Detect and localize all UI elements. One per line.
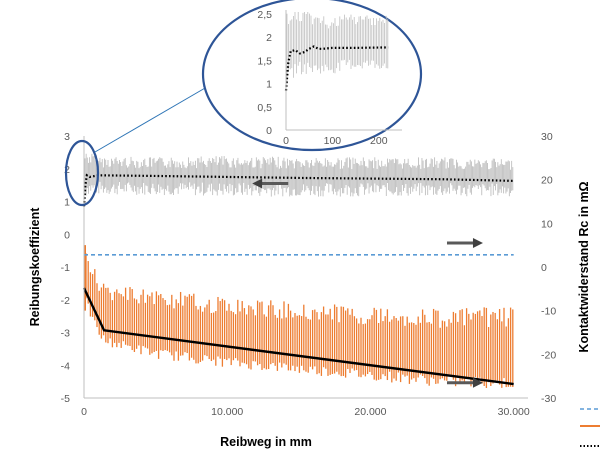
- inset-x-tick-label: 100: [324, 135, 342, 147]
- right-y-tick-label: -10: [541, 306, 556, 318]
- right-y-tick-label: 10: [541, 218, 553, 230]
- left-y-tick-label: -4: [61, 360, 70, 372]
- inset-x-tick-label: 0: [283, 135, 289, 147]
- zoom-source-ellipse: [64, 139, 100, 207]
- zoom-inset-ellipse: [201, 0, 423, 152]
- x-tick-label: 10.000: [211, 406, 243, 418]
- inset-y-tick-label: 0: [266, 125, 272, 137]
- inset-black-dotted-mean-series: [284, 45, 389, 91]
- inset-y-tick-label: 1,5: [257, 55, 272, 67]
- x-tick-label: 20.000: [354, 406, 386, 418]
- left-y-tick-label: -2: [61, 295, 70, 307]
- x-tick-label: 30.000: [498, 406, 530, 418]
- direction-arrow-3-head: [472, 377, 483, 388]
- right-y-tick-label: 0: [541, 262, 547, 274]
- direction-arrows: [252, 178, 483, 388]
- right-axis-title: Kontaktwiderstand Rc in mΩ: [577, 181, 591, 352]
- direction-arrow-2-head: [472, 237, 483, 248]
- left-y-tick-label: 0: [64, 229, 70, 241]
- left-y-tick-label: -5: [61, 393, 70, 405]
- right-y-tick-label: -20: [541, 349, 556, 361]
- zoom-inset-plot: 0 100 200 0 0,5 1 1,5 2 2,5: [257, 9, 402, 147]
- black-dotted-mean-series: [82, 173, 514, 207]
- inset-y-tick-label: 2: [266, 32, 272, 44]
- left-y-tick-label: 3: [64, 131, 70, 143]
- gray-raw-signal-series: [84, 153, 514, 197]
- left-y-tick-label: -3: [61, 328, 70, 340]
- main-plot: 0 10.000 20.000 30.0003210-1-2-3-4-53020100…: [61, 131, 557, 418]
- left-y-tick-label: 1: [64, 197, 70, 209]
- x-axis-title: Reibweg in mm: [220, 435, 312, 449]
- left-axis-title: Reibungskoeffizient: [28, 207, 42, 327]
- inset-x-tick-label: 200: [370, 135, 388, 147]
- axes: [83, 136, 528, 399]
- black-fit-line-series: [82, 287, 514, 386]
- inset-y-tick-label: 2,5: [257, 9, 272, 21]
- direction-arrow-1-head: [252, 178, 263, 189]
- zoom-callout: 0 100 200 0 0,5 1 1,5 2 2,5: [64, 0, 423, 207]
- x-tick-label: 0: [81, 406, 87, 418]
- right-y-tick-label: 30: [541, 131, 553, 143]
- inset-y-tick-label: 0,5: [257, 102, 272, 114]
- inset-y-tick-label: 1: [266, 79, 272, 91]
- right-y-tick-label: -30: [541, 393, 556, 405]
- right-y-tick-label: 20: [541, 175, 553, 187]
- legend: [580, 408, 600, 447]
- zoom-connector-line: [94, 83, 213, 153]
- orange-signal-series: [84, 245, 514, 389]
- left-y-tick-label: -1: [61, 262, 70, 274]
